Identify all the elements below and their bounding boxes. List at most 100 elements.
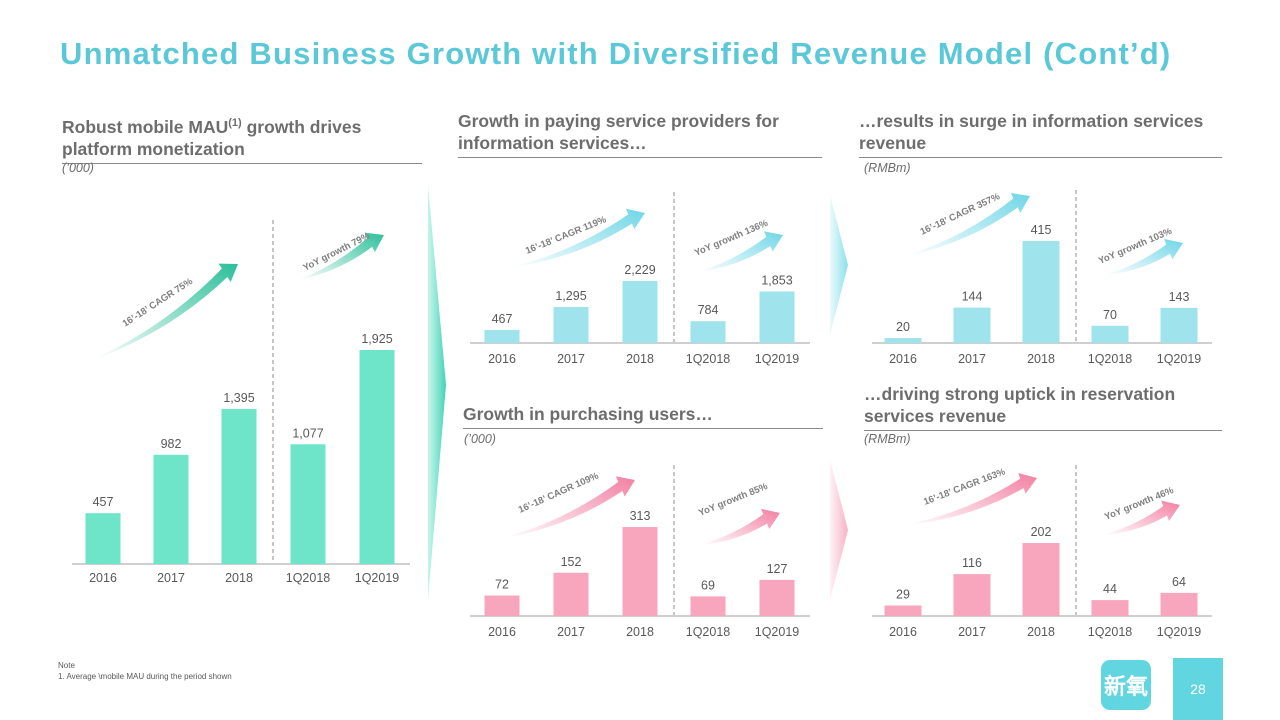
providers-yoy-arrow bbox=[698, 231, 783, 272]
providers-category-label: 2017 bbox=[557, 352, 585, 366]
purchasing-category-label: 2016 bbox=[488, 625, 516, 639]
providers-category-label: 1Q2019 bbox=[755, 352, 800, 366]
resv_rev-category-label: 2018 bbox=[1027, 625, 1055, 639]
providers-value-label: 1,295 bbox=[555, 289, 586, 303]
resv_rev-category-label: 2016 bbox=[889, 625, 917, 639]
info_rev-bar bbox=[953, 307, 991, 343]
resv_rev-bar bbox=[953, 574, 991, 616]
info_rev-value-label: 70 bbox=[1103, 308, 1117, 322]
info_rev-cagr-arrow bbox=[905, 193, 1030, 256]
purchasing-bar bbox=[553, 572, 589, 616]
mau-yoy-arrow bbox=[298, 232, 384, 280]
providers-value-label: 1,853 bbox=[761, 273, 792, 287]
note-heading: Note bbox=[58, 661, 75, 670]
mau-category-label: 2017 bbox=[157, 571, 185, 585]
providers-bar bbox=[690, 321, 726, 343]
purchasing-value-label: 127 bbox=[767, 562, 788, 576]
mau-bar bbox=[359, 350, 395, 564]
purchasing-bar bbox=[622, 527, 658, 616]
resv_rev-category-label: 1Q2019 bbox=[1157, 625, 1202, 639]
page-number: 28 bbox=[1173, 658, 1223, 720]
mau-title-footnote: (1) bbox=[228, 117, 242, 129]
mau-cagr-label: 16’-18’ CAGR 75% bbox=[121, 276, 196, 330]
purchasing-value-label: 152 bbox=[561, 555, 582, 569]
purchasing-yoy-label: YoY growth 85% bbox=[697, 481, 770, 519]
purchasing-value-label: 72 bbox=[495, 578, 509, 592]
resv_rev-category-label: 1Q2018 bbox=[1088, 625, 1133, 639]
info_rev-bar bbox=[1022, 241, 1060, 343]
providers-bar bbox=[553, 306, 589, 343]
reservation-revenue-unit: (RMBm) bbox=[864, 432, 911, 446]
purchasing-bar bbox=[484, 595, 520, 616]
note-text: 1. Average \mobile MAU during the period… bbox=[58, 672, 232, 681]
purchasing-value-label: 313 bbox=[630, 509, 651, 523]
mau-value-label: 1,395 bbox=[223, 391, 254, 405]
info_rev-yoy-arrow bbox=[1105, 238, 1183, 275]
mau-title-post: growth drives platform monetization bbox=[62, 116, 362, 159]
purchasing-category-label: 2017 bbox=[557, 625, 585, 639]
resv_rev-bar bbox=[1160, 592, 1198, 616]
mau-bar bbox=[221, 408, 257, 564]
providers-cagr-arrow bbox=[508, 208, 645, 268]
info_rev-value-label: 415 bbox=[1031, 223, 1052, 237]
info_rev-value-label: 144 bbox=[962, 290, 983, 304]
info_rev-bar bbox=[884, 338, 922, 343]
providers-panel-title: Growth in paying service providers for i… bbox=[458, 110, 822, 158]
purchasing-cagr-arrow bbox=[503, 476, 635, 538]
flow-chevron-left bbox=[428, 185, 446, 600]
mau-panel-title: Robust mobile MAU(1) growth drives platf… bbox=[62, 112, 422, 164]
info_rev-bar bbox=[1160, 307, 1198, 343]
info_rev-yoy-label: YoY growth 103% bbox=[1097, 226, 1174, 267]
info-revenue-panel-title: …results in surge in information service… bbox=[859, 110, 1222, 158]
flow-chevron-top bbox=[830, 195, 848, 335]
providers-bar bbox=[759, 291, 795, 343]
providers-value-label: 784 bbox=[698, 303, 719, 317]
info_rev-bar bbox=[1091, 325, 1129, 343]
info_rev-category-label: 1Q2018 bbox=[1088, 352, 1133, 366]
purchasing-category-label: 1Q2018 bbox=[686, 625, 731, 639]
purchasing-value-label: 69 bbox=[701, 578, 715, 592]
purchasing-bar bbox=[759, 579, 795, 616]
mau-cagr-arrow bbox=[92, 263, 238, 360]
mau-category-label: 1Q2018 bbox=[286, 571, 331, 585]
info_rev-category-label: 2016 bbox=[889, 352, 917, 366]
mau-value-label: 982 bbox=[161, 437, 182, 451]
mau-bar bbox=[85, 513, 121, 564]
slide-title: Unmatched Business Growth with Diversifi… bbox=[60, 36, 1172, 71]
resv_rev-value-label: 44 bbox=[1103, 582, 1117, 596]
purchasing-unit: (’000) bbox=[464, 432, 496, 446]
mau-title-pre: Robust mobile MAU bbox=[62, 116, 229, 137]
info_rev-category-label: 1Q2019 bbox=[1157, 352, 1202, 366]
providers-bar bbox=[622, 281, 658, 343]
info_rev-category-label: 2017 bbox=[958, 352, 986, 366]
reservation-revenue-panel-title: …driving strong uptick in reservation se… bbox=[864, 383, 1222, 431]
mau-value-label: 1,077 bbox=[292, 426, 323, 440]
resv_rev-bar bbox=[884, 605, 922, 616]
mau-value-label: 457 bbox=[93, 495, 114, 509]
info_rev-value-label: 143 bbox=[1169, 290, 1190, 304]
providers-category-label: 2018 bbox=[626, 352, 654, 366]
providers-value-label: 2,229 bbox=[624, 263, 655, 277]
company-logo: 新氧 bbox=[1101, 660, 1151, 710]
mau-unit: (’000) bbox=[62, 161, 94, 175]
purchasing-category-label: 2018 bbox=[626, 625, 654, 639]
providers-category-label: 2016 bbox=[488, 352, 516, 366]
purchasing-category-label: 1Q2019 bbox=[755, 625, 800, 639]
resv_rev-cagr-arrow bbox=[905, 473, 1037, 525]
providers-bar bbox=[484, 330, 520, 343]
mau-bar bbox=[290, 444, 326, 564]
flow-chevron-bottom bbox=[830, 460, 848, 600]
mau-value-label: 1,925 bbox=[361, 332, 392, 346]
resv_rev-value-label: 202 bbox=[1031, 525, 1052, 539]
resv_rev-value-label: 29 bbox=[896, 588, 910, 602]
resv_rev-value-label: 116 bbox=[962, 556, 982, 570]
mau-bar bbox=[153, 454, 189, 564]
mau-category-label: 1Q2019 bbox=[355, 571, 400, 585]
providers-category-label: 1Q2018 bbox=[686, 352, 731, 366]
mau-category-label: 2016 bbox=[89, 571, 117, 585]
resv_rev-yoy-arrow bbox=[1103, 500, 1180, 535]
info_rev-cagr-label: 16’-18’ CAGR 357% bbox=[919, 191, 1003, 238]
resv_rev-category-label: 2017 bbox=[958, 625, 986, 639]
info_rev-category-label: 2018 bbox=[1027, 352, 1055, 366]
